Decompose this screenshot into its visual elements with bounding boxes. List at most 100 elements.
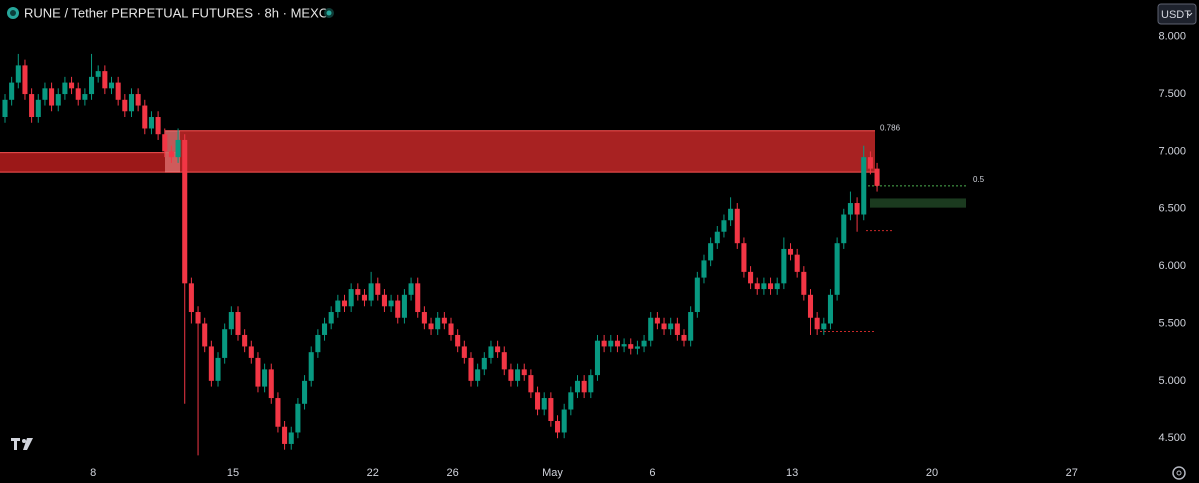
settings-icon[interactable] xyxy=(1172,466,1186,480)
candle-body xyxy=(641,340,647,347)
candle-body xyxy=(182,139,188,284)
candle-body xyxy=(475,369,481,381)
candle-body xyxy=(794,254,800,272)
candle-body xyxy=(588,375,594,393)
candle-body xyxy=(861,157,867,215)
candle-body xyxy=(162,134,168,152)
zone xyxy=(0,152,180,173)
candle-body xyxy=(108,82,115,89)
candle-body xyxy=(554,420,561,433)
candle-body xyxy=(501,352,507,370)
candle-body xyxy=(728,208,734,221)
candle-body xyxy=(49,88,55,106)
candle-body xyxy=(22,65,28,95)
currency-caret xyxy=(1186,12,1193,17)
candle-body xyxy=(282,426,288,444)
candle-body xyxy=(535,392,541,410)
candle-body xyxy=(401,294,407,318)
y-tick-label: 8.000 xyxy=(1158,31,1186,43)
candle-body xyxy=(854,203,860,215)
candle-body xyxy=(275,398,281,427)
candle-body xyxy=(801,271,807,295)
candle-body xyxy=(834,243,840,295)
candle-body xyxy=(222,329,228,358)
candle-body xyxy=(488,346,494,358)
candle-body xyxy=(468,357,474,381)
candle-body xyxy=(102,71,108,89)
candle-body xyxy=(867,157,873,169)
candle-body xyxy=(741,243,747,272)
candle-body xyxy=(748,271,754,284)
candle-body xyxy=(648,317,654,341)
candle-body xyxy=(322,323,328,335)
candle-body xyxy=(874,168,880,186)
candle-body xyxy=(168,151,174,158)
candle-body xyxy=(674,323,680,335)
settings-gear-center[interactable] xyxy=(1176,470,1182,476)
x-tick-label: 20 xyxy=(926,467,938,479)
zone xyxy=(165,130,875,173)
candle-body xyxy=(814,317,820,330)
tv-logo xyxy=(11,438,33,450)
candle-body xyxy=(315,334,321,353)
candle-body xyxy=(15,65,21,83)
candle-body xyxy=(601,340,607,347)
status-dot xyxy=(326,10,332,16)
candle-body xyxy=(388,300,394,307)
y-tick-label: 7.000 xyxy=(1158,145,1186,157)
candle-body xyxy=(55,94,61,106)
candle-body xyxy=(721,220,727,232)
candle-body xyxy=(714,231,720,244)
candle-body xyxy=(122,99,128,112)
candle-body xyxy=(827,294,833,324)
candle-body xyxy=(594,340,600,376)
currency-label[interactable]: USDT xyxy=(1161,9,1191,21)
candle-body xyxy=(195,312,201,324)
plot: 0.786 0.5 xyxy=(0,53,985,456)
candle-body xyxy=(135,94,141,106)
candle-body xyxy=(335,300,341,313)
y-tick-label: 5.000 xyxy=(1158,375,1186,387)
candle-body xyxy=(621,344,627,347)
candle-body xyxy=(608,340,614,347)
settings-gear[interactable] xyxy=(1172,466,1186,480)
candle-body xyxy=(528,375,534,393)
candle-body xyxy=(568,392,574,410)
candle-body xyxy=(115,82,121,100)
candle-body xyxy=(375,283,381,295)
x-tick-label: 6 xyxy=(649,467,655,479)
candle-body xyxy=(262,369,268,387)
candle-body xyxy=(781,248,787,284)
currency-button[interactable] xyxy=(1157,3,1197,25)
candle-body xyxy=(35,99,41,118)
candle-body xyxy=(541,398,547,410)
candle-body xyxy=(681,334,687,341)
zone xyxy=(870,198,966,208)
candle-body xyxy=(821,323,827,330)
candle-body xyxy=(341,300,348,307)
candle-body xyxy=(708,243,714,261)
candle-body xyxy=(348,289,354,307)
candle-body xyxy=(29,94,35,118)
chart-title: RUNE / Tether PERPETUAL FUTURES · 8h · M… xyxy=(24,5,328,20)
candle-body xyxy=(188,283,194,313)
candle-body xyxy=(235,312,241,335)
candle-body xyxy=(302,380,308,404)
candle-body xyxy=(248,346,254,358)
candle-body xyxy=(508,369,514,381)
candle-body xyxy=(308,352,314,381)
candle-body xyxy=(628,344,634,349)
candle-body xyxy=(69,82,75,89)
candle-body xyxy=(368,283,374,301)
candle-body xyxy=(661,323,667,330)
logo-part xyxy=(22,439,26,443)
candle-body xyxy=(581,380,587,393)
candle-body xyxy=(288,432,294,444)
x-tick-label: 22 xyxy=(367,467,379,479)
candle-body xyxy=(448,323,454,335)
level-label: 0.5 xyxy=(973,175,985,184)
candle-body xyxy=(2,99,8,118)
candle-body xyxy=(787,248,794,255)
